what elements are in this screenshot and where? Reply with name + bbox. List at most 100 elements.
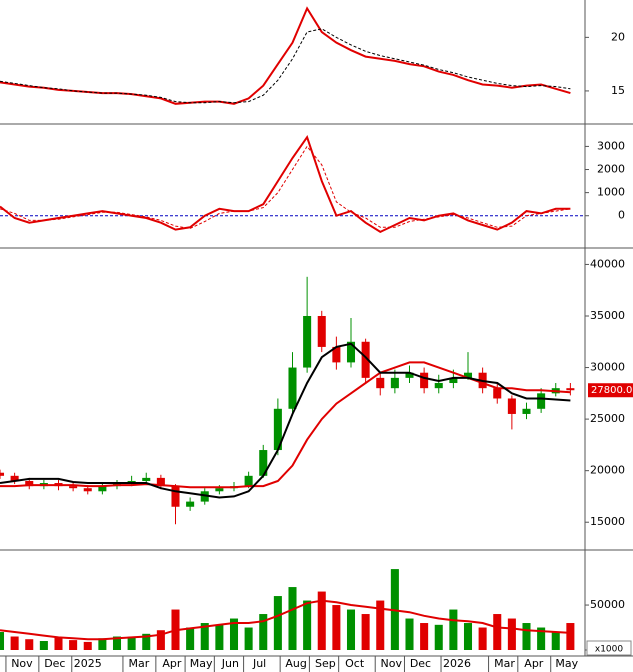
volume-bar (420, 623, 429, 650)
y-tick-label: 2000 (597, 163, 625, 176)
volume-bar (244, 627, 253, 650)
x-tick-label: May (555, 657, 578, 670)
candle-body (25, 480, 34, 487)
volume-bar (10, 636, 19, 650)
volume-bar (303, 600, 312, 650)
series-line (0, 342, 571, 499)
y-tick-label: 0 (618, 209, 625, 222)
volume-bar (361, 614, 370, 650)
candle-body (346, 341, 356, 363)
candle-body (273, 408, 282, 451)
volume-bar (259, 614, 268, 650)
candle-body (0, 472, 5, 476)
volume-bar (463, 623, 473, 650)
y-tick-label: 1000 (597, 186, 625, 199)
volume-bar (127, 637, 136, 650)
volume-bar (69, 640, 78, 650)
volume-bar (449, 609, 458, 650)
y-tick-label: 30000 (590, 361, 625, 374)
volume-bar (39, 641, 48, 650)
series-line (0, 6, 571, 105)
volume-bar (25, 639, 34, 650)
x-tick-label: Aug (285, 657, 306, 670)
y-tick-label: 3000 (597, 139, 625, 152)
volume-bar (317, 591, 326, 650)
x-tick-label: Nov (380, 657, 402, 670)
candle-body (186, 501, 195, 507)
x-tick-label: Jul (252, 657, 266, 670)
unit-label: x1000 (595, 645, 624, 655)
volume-bar (405, 618, 414, 650)
candle-body (376, 377, 385, 389)
candle-body (434, 383, 443, 389)
x-tick-label: Jun (221, 657, 239, 670)
candle-body (69, 486, 78, 489)
x-tick-label: 2026 (443, 657, 471, 670)
unit-box (586, 640, 632, 656)
candle-body (200, 491, 209, 502)
candle-body (83, 488, 92, 492)
series-line (0, 599, 571, 641)
last-price-label: 27800.00 (591, 385, 633, 396)
candle-body (288, 367, 297, 409)
x-tick-label: Apr (524, 657, 544, 670)
candle-body (98, 486, 107, 492)
candle-body (303, 315, 312, 368)
x-tick-label: Mar (129, 657, 150, 670)
candle-body (405, 372, 414, 378)
volume-bar (566, 623, 575, 650)
volume-bar (551, 632, 560, 650)
x-tick-label: Apr (162, 657, 182, 670)
volume-bar (346, 609, 356, 650)
candle-body (566, 388, 575, 391)
y-tick-label: 20000 (590, 464, 625, 477)
volume-bar (434, 624, 443, 650)
volume-bar (0, 632, 5, 650)
volume-bar (478, 627, 487, 650)
candle-body (142, 477, 151, 481)
x-tick-label: Oct (345, 657, 365, 670)
volume-bar (229, 618, 239, 650)
y-tick-label: 35000 (590, 309, 625, 322)
candle-body (537, 393, 546, 409)
volume-bar (288, 587, 297, 650)
candle-body (522, 408, 531, 414)
volume-bar (522, 623, 531, 650)
candle-body (332, 346, 341, 363)
volume-bar (273, 596, 282, 650)
candle-body (215, 488, 224, 492)
volume-bar (98, 638, 107, 650)
volume-bar (112, 636, 122, 650)
y-tick-label: 15 (611, 84, 625, 97)
candle-body (361, 341, 370, 378)
last-price-box (588, 383, 633, 398)
volume-bar (142, 633, 151, 650)
y-tick-label: 40000 (590, 257, 625, 270)
x-tick-label: Dec (410, 657, 431, 670)
volume-bar (507, 618, 516, 650)
candle-body (463, 372, 473, 378)
candle-body (156, 477, 165, 487)
candle-body (10, 475, 19, 481)
volume-bar (83, 641, 92, 650)
candle-body (493, 388, 502, 399)
volume-bar (493, 614, 502, 650)
y-tick-label: 20 (611, 30, 625, 43)
volume-bar (215, 624, 224, 650)
candle-body (420, 372, 429, 389)
volume-bar (156, 630, 165, 650)
volume-bar (376, 600, 385, 650)
series-line (0, 28, 571, 104)
candle-body (449, 377, 458, 384)
x-tick-label: 2025 (74, 657, 102, 670)
x-tick-label: Sep (315, 657, 336, 670)
volume-bar (537, 627, 546, 650)
x-tick-label: Dec (44, 657, 65, 670)
candle-body (171, 486, 180, 507)
series-line (0, 145, 571, 229)
candle-body (259, 450, 268, 476)
candle-body (317, 315, 326, 347)
x-tick-label: Mar (494, 657, 515, 670)
candle-body (390, 377, 399, 389)
